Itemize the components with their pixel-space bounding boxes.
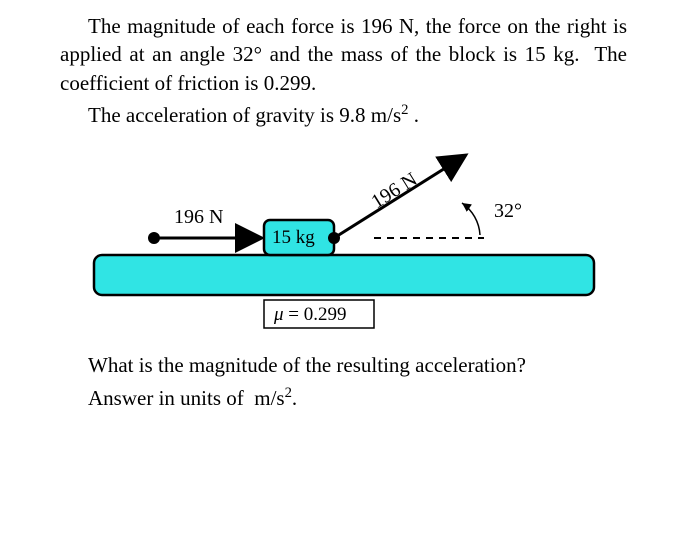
ground-surface bbox=[94, 255, 594, 295]
paragraph-2: The acceleration of gravity is 9.8 m/s2 … bbox=[60, 101, 627, 129]
right-force-label: 196 N bbox=[367, 169, 421, 214]
physics-diagram: 15 kg μ = 0.299 196 N 196 N 32° bbox=[74, 135, 614, 345]
paragraph-4: Answer in units of m/s2. bbox=[60, 384, 627, 412]
paragraph-3: What is the magnitude of the resulting a… bbox=[60, 351, 627, 379]
page: The magnitude of each force is 196 N, th… bbox=[0, 0, 677, 436]
angle-label: 32° bbox=[494, 200, 522, 222]
paragraph-1: The magnitude of each force is 196 N, th… bbox=[60, 12, 627, 97]
mass-label: 15 kg bbox=[272, 227, 315, 248]
angle-arc bbox=[462, 203, 480, 235]
left-force-label: 196 N bbox=[174, 206, 223, 228]
mu-label: μ = 0.299 bbox=[273, 304, 347, 325]
